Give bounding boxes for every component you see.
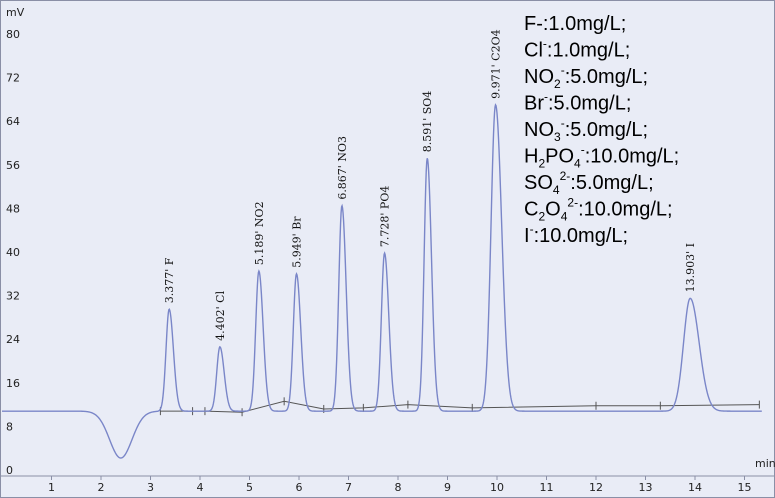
x-tick-label: 10 bbox=[490, 481, 504, 494]
legend-entry: SO42-:5.0mg/L; bbox=[524, 169, 654, 197]
x-tick-label: 7 bbox=[345, 481, 352, 494]
x-tick-label: 4 bbox=[197, 481, 204, 494]
y-tick-label: 64 bbox=[6, 115, 20, 128]
concentration-legend: F-:1.0mg/L;Cl-:1.0mg/L;NO2-:5.0mg/L;Br-:… bbox=[524, 13, 679, 247]
x-tick-label: 13 bbox=[639, 481, 653, 494]
x-tick-label: 15 bbox=[738, 481, 752, 494]
legend-entry: I-:10.0mg/L; bbox=[524, 222, 628, 247]
y-tick-label: 0 bbox=[6, 464, 13, 477]
legend-entry: Br-:5.0mg/L; bbox=[524, 90, 631, 115]
x-tick-labels: 1 2 3 4 5 6 7 8 9 10 11 12 13 14 15 bbox=[48, 476, 752, 494]
peak-label: 13.903' I bbox=[684, 243, 697, 292]
legend-entry: C2O42-:10.0mg/L; bbox=[524, 196, 673, 224]
y-tick-label: 24 bbox=[6, 333, 20, 346]
x-tick-label: 11 bbox=[540, 481, 554, 494]
y-tick-label: 56 bbox=[6, 159, 20, 172]
x-tick-label: 6 bbox=[296, 481, 303, 494]
x-tick-label: 1 bbox=[48, 481, 55, 494]
y-tick-label: 40 bbox=[6, 246, 20, 259]
y-tick-label: 80 bbox=[6, 28, 20, 41]
x-tick-label: 9 bbox=[444, 481, 451, 494]
x-tick-label: 5 bbox=[246, 481, 253, 494]
peak-labels: 3.377' F 4.402' Cl 5.189' NO2 5.949' Br 6.86… bbox=[163, 29, 697, 340]
x-tick-label: 14 bbox=[688, 481, 702, 494]
peak-label: 7.728' PO4 bbox=[379, 186, 392, 247]
y-tick-label: 72 bbox=[6, 72, 20, 85]
x-tick-label: 12 bbox=[589, 481, 603, 494]
legend-entry: NO3-:5.0mg/L; bbox=[524, 116, 648, 144]
y-tick-label: 48 bbox=[6, 202, 20, 215]
chromatogram-trace bbox=[2, 103, 762, 459]
y-tick-label: 16 bbox=[6, 377, 20, 390]
y-axis-unit: mV bbox=[6, 6, 25, 19]
x-tick-label: 2 bbox=[98, 481, 105, 494]
legend-entry: Cl-:1.0mg/L; bbox=[524, 37, 630, 62]
y-tick-labels: 0 8 16 24 32 40 48 56 64 72 80 bbox=[6, 28, 20, 477]
x-tick-label: 8 bbox=[395, 481, 402, 494]
y-tick-label: 8 bbox=[6, 420, 13, 433]
peak-label: 3.377' F bbox=[163, 257, 176, 303]
legend-entry: H2PO4-:10.0mg/L; bbox=[524, 143, 679, 171]
peak-label: 6.867' NO3 bbox=[336, 136, 349, 200]
peak-label: 4.402' Cl bbox=[214, 290, 227, 340]
legend-entry: F-:1.0mg/L; bbox=[524, 13, 626, 35]
peak-label: 5.949' Br bbox=[290, 216, 303, 268]
y-tick-label: 32 bbox=[6, 290, 20, 303]
peak-label: 5.189' NO2 bbox=[253, 201, 266, 265]
x-axis-unit: min bbox=[755, 457, 775, 470]
peak-label: 9.971' C2O4 bbox=[490, 29, 503, 98]
legend-entry: NO2-:5.0mg/L; bbox=[524, 63, 648, 91]
peak-label: 8.591' SO4 bbox=[421, 91, 434, 153]
x-tick-label: 3 bbox=[147, 481, 154, 494]
